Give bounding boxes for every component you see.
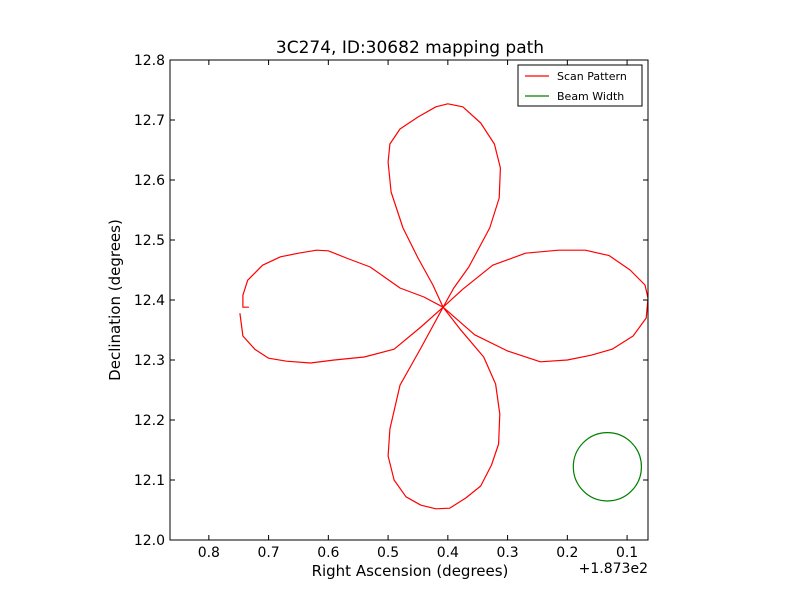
legend: Scan Pattern Beam Width (517, 64, 643, 107)
chart-title: 3C274, ID:30682 mapping path (276, 38, 544, 58)
y-tick-label: 12.2 (134, 413, 165, 429)
y-tick-label: 12.0 (134, 533, 165, 549)
y-axis-label: Declination (degrees) (106, 219, 124, 381)
y-axis: 12.0 12.1 12.2 12.3 12.4 12.5 12.6 12.7 12.8 (134, 53, 648, 549)
legend-label-scan-pattern: Scan Pattern (557, 70, 627, 83)
y-tick-label: 12.7 (134, 113, 165, 129)
y-tick-label: 12.5 (134, 233, 165, 249)
x-tick-label: 0.3 (496, 545, 518, 561)
x-tick-label: 0.6 (317, 545, 339, 561)
x-tick-label: 0.8 (198, 545, 220, 561)
y-tick-label: 12.4 (134, 293, 165, 309)
x-axis: 0.8 0.7 0.6 0.5 0.4 0.3 0.2 0.1 (198, 60, 638, 561)
x-tick-label: 0.1 (616, 545, 638, 561)
y-tick-label: 12.8 (134, 53, 165, 69)
x-tick-label: 0.2 (556, 545, 578, 561)
x-tick-label: 0.4 (437, 545, 459, 561)
x-tick-label: 0.7 (257, 545, 279, 561)
legend-box (517, 64, 643, 107)
beam-width-circle (572, 431, 643, 502)
x-tick-label: 0.5 (377, 545, 399, 561)
scan-pattern-line (239, 103, 648, 510)
y-tick-label: 12.6 (134, 173, 165, 189)
x-axis-label: Right Ascension (degrees) (312, 562, 509, 580)
y-tick-label: 12.3 (134, 353, 165, 369)
legend-label-beam-width: Beam Width (557, 90, 624, 103)
y-tick-label: 12.1 (134, 473, 165, 489)
plot-frame (169, 59, 649, 541)
plot-area (239, 103, 648, 510)
x-axis-offset-label: +1.873e2 (579, 561, 648, 577)
